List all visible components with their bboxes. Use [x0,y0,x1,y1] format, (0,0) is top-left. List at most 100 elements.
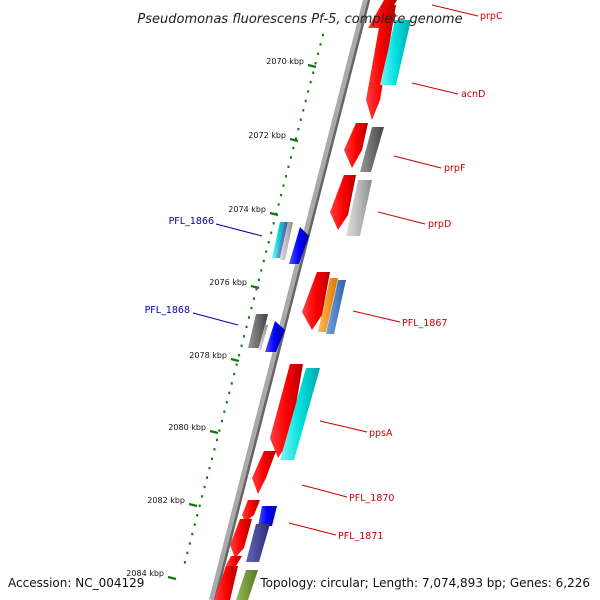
ruler-dot [265,250,268,253]
gene-label-forward[interactable]: prpC [480,11,503,22]
ruler-dot [280,193,283,197]
ruler-dot [260,269,263,272]
position-ruler: 2070 kbp 2072 kbp 2074 kbp 2076 kbp 2078 kbp… [126,33,324,581]
gene-leader-line [393,155,442,169]
gene-label-forward[interactable]: acnD [461,89,485,100]
gene-leader-line [377,211,426,225]
ruler-major-tick [307,63,317,69]
ruler-dot [250,306,253,310]
forward-gene-ppsa[interactable] [270,364,320,460]
ruler-tick-label: 2076 kbp [209,278,247,287]
forward-gene-prpd[interactable] [330,175,372,236]
gene-leader-line [319,420,368,433]
genome-backbone [209,0,369,600]
gene-label-reverse[interactable]: PFL_1868 [145,305,190,316]
ruler-dot [257,278,260,282]
ruler-tick-label: 2084 kbp [126,569,164,578]
ruler-dot [191,532,194,536]
ruler-major-tick [269,211,279,217]
ruler-dot [255,288,258,291]
ruler-dot [267,240,270,244]
ruler-major-tick [167,575,177,581]
forward-gene-pfl1871[interactable] [214,500,277,600]
ruler-dot [314,62,317,65]
ruler-dot [230,382,233,385]
ruler-dot [302,109,305,112]
ruler-dot [248,316,250,319]
ruler-dot [228,391,231,395]
forward-gene-acnd[interactable] [366,5,411,120]
ruler-dot [319,43,322,46]
gene-label-reverse[interactable]: PFL_1866 [169,216,214,227]
ruler-dot [307,90,310,93]
gene-leader-line [352,310,401,323]
gene-leader-line [301,484,348,498]
ruler-dot [218,429,221,432]
ruler-dot [309,80,312,84]
ruler-tick-label: 2078 kbp [189,351,227,360]
ruler-dot [287,165,290,169]
ruler-tick-label: 2072 kbp [248,131,286,140]
ruler-dot [198,504,201,508]
ruler-dot [243,335,246,338]
ruler-dot [277,203,280,206]
ruler-dot [289,156,292,159]
reverse-gene-pfl1868[interactable] [248,314,285,352]
gene-leader-line [431,4,479,17]
ruler-dot [322,33,324,37]
ruler-dot [213,448,216,451]
ruler-dot [312,71,315,74]
ruler-dot [317,52,320,56]
gene-label-forward[interactable]: prpF [444,163,465,174]
gene-leader-line [192,312,239,326]
ruler-major-tick [209,429,219,435]
forward-gene-pfl1867[interactable] [302,272,346,334]
ruler-dot [238,353,241,357]
forward-gene-pfl1870[interactable] [252,451,276,494]
ruler-dot [206,476,209,479]
ruler-dot [297,127,300,131]
gene-leader-line [411,82,459,95]
ruler-dot [203,485,206,489]
ruler-dot [208,466,211,470]
map-title: Pseudomonas fluorescens Pf-5, complete g… [137,12,462,27]
ruler-major-tick [230,357,240,363]
ruler-dot [304,99,307,103]
gene-label-forward[interactable]: ppsA [369,428,393,439]
gene-labels: prpC acnD prpF prpD PFL_1867 ppsA PFL_1870 PFL_… [145,4,503,542]
ruler-dot [285,175,287,178]
gene-label-forward[interactable]: PFL_1870 [349,493,394,504]
ruler-major-tick [289,137,299,143]
ruler-dot [294,137,297,140]
gene-leader-line [288,522,337,536]
ruler-dot [262,259,265,263]
ruler-major-tick [188,502,198,508]
forward-gene-prpf[interactable] [344,123,384,172]
gene-label-forward[interactable]: PFL_1867 [402,318,447,329]
ruler-dot [188,542,191,545]
ruler-dot [215,438,218,442]
ruler-dot [223,410,226,413]
gene-leader-line [215,223,263,237]
ruler-major-tick [250,284,260,290]
gene-label-forward[interactable]: prpD [428,219,451,230]
gene-label-forward[interactable]: PFL_1871 [338,531,383,542]
ruler-dot [292,146,295,150]
ruler-tick-label: 2074 kbp [228,205,266,214]
ruler-dot [235,363,238,366]
ruler-dot [282,184,285,187]
ruler-dot [196,514,199,517]
ruler-dot [240,344,243,347]
ruler-dot [245,325,248,329]
ruler-dot [183,561,186,564]
ruler-tick-label: 2080 kbp [168,423,206,432]
ruler-dot [272,222,275,225]
reverse-gene-pfl1866[interactable] [272,222,309,264]
ruler-dot [220,419,223,423]
topology-summary: Topology: circular; Length: 7,074,893 bp… [259,576,590,590]
ruler-dot [225,401,228,404]
ruler-tick-label: 2082 kbp [147,496,185,505]
ruler-dot [211,457,213,460]
genome-backbone-shadow [213,0,371,600]
